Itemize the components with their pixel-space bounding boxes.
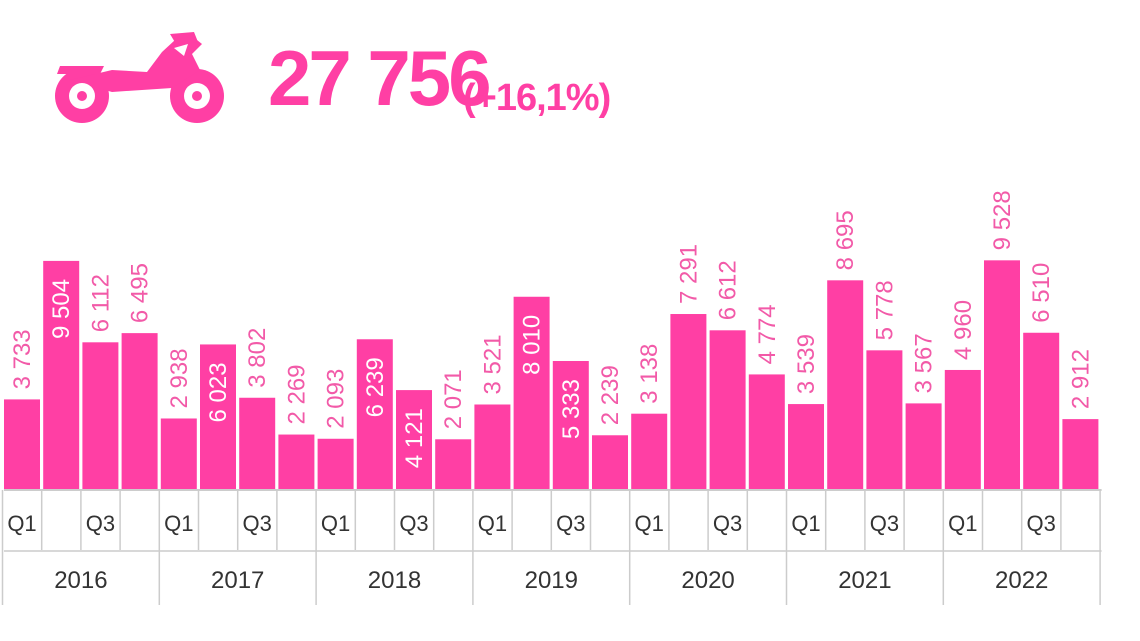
bar-11 xyxy=(435,439,472,489)
headline-change: (+16,1%) xyxy=(463,77,611,119)
bar-21 xyxy=(827,280,864,489)
headline-value: 27 756 xyxy=(268,34,492,122)
bar-label-9: 6 239 xyxy=(362,357,389,417)
bar-label-10: 4 121 xyxy=(401,408,428,468)
quarter-tick-label: Q1 xyxy=(478,511,507,536)
quarter-tick-label: Q1 xyxy=(7,511,36,536)
bar-label-23: 3 567 xyxy=(911,333,938,393)
bar-label-19: 4 774 xyxy=(754,304,781,364)
bar-25 xyxy=(984,260,1020,489)
quarter-tick-label: Q3 xyxy=(399,511,428,536)
bar-label-6: 3 802 xyxy=(244,328,271,388)
x-axis: Q1 Q3 Q1 Q3 Q1 Q3 Q1 Q3 Q1 Q3 Q1 Q3 Q1 Q3 2016 2017 2018… xyxy=(1,489,1102,605)
bar-label-14: 5 333 xyxy=(558,379,585,439)
bar-label-17: 7 291 xyxy=(675,244,702,304)
bar-label-3: 6 495 xyxy=(127,263,154,323)
bar-19 xyxy=(748,374,785,489)
bar-20 xyxy=(788,404,824,489)
bar-12 xyxy=(474,404,511,489)
bar-14 xyxy=(552,361,589,489)
year-label-2017: 2017 xyxy=(211,567,264,594)
bar-5 xyxy=(200,344,236,489)
bar-17 xyxy=(670,314,707,489)
bar-18 xyxy=(709,330,746,489)
bar-2 xyxy=(82,342,119,489)
bar-label-21: 8 695 xyxy=(832,210,859,270)
bar-22 xyxy=(866,350,903,489)
bar-label-8: 2 093 xyxy=(323,369,350,429)
bar-label-13: 8 010 xyxy=(519,315,546,375)
bar-3 xyxy=(121,333,158,489)
bar-label-5: 6 023 xyxy=(205,362,232,422)
bar-16 xyxy=(631,413,668,489)
year-label-2022: 2022 xyxy=(995,567,1048,594)
bar-label-16: 3 138 xyxy=(636,344,663,404)
bar-label-26: 6 510 xyxy=(1028,263,1055,323)
bar-4 xyxy=(160,418,197,489)
year-label-2020: 2020 xyxy=(681,567,734,594)
quarter-tick-label: Q3 xyxy=(556,511,585,536)
bar-label-2: 6 112 xyxy=(87,274,114,332)
bar-label-4: 2 938 xyxy=(166,348,193,408)
bar-8 xyxy=(317,438,354,489)
header: 27 756 (+16,1%) xyxy=(0,0,1140,150)
motorcycle-icon xyxy=(55,32,224,123)
bar-24 xyxy=(944,369,981,489)
bar-label-22: 5 778 xyxy=(871,280,898,340)
bar-label-18: 6 612 xyxy=(715,260,742,320)
bar-label-7: 2 269 xyxy=(283,364,310,424)
bar-10 xyxy=(396,390,432,489)
bar-label-25: 9 528 xyxy=(989,190,1016,250)
bar-label-15: 2 239 xyxy=(597,365,624,425)
quarter-tick-label: Q3 xyxy=(86,511,115,536)
year-label-2019: 2019 xyxy=(525,567,578,594)
bar-9 xyxy=(356,339,393,489)
bar-label-27: 2 912 xyxy=(1067,349,1094,409)
year-label-2018: 2018 xyxy=(368,567,421,594)
bars-group xyxy=(4,260,1099,489)
bar-label-0: 3 733 xyxy=(9,329,36,389)
quarter-tick-label: Q1 xyxy=(321,511,350,536)
bar-label-20: 3 539 xyxy=(793,334,820,394)
year-label-2021: 2021 xyxy=(838,567,891,594)
quarter-tick-label: Q3 xyxy=(1027,511,1056,536)
quarter-tick-label: Q3 xyxy=(713,511,742,536)
quarter-tick-label: Q3 xyxy=(243,511,272,536)
bar-1 xyxy=(43,260,80,489)
year-label-2016: 2016 xyxy=(54,567,107,594)
bar-23 xyxy=(905,403,942,489)
quarter-tick-label: Q1 xyxy=(635,511,664,536)
quarter-tick-label: Q3 xyxy=(870,511,899,536)
quarter-tick-label: Q1 xyxy=(948,511,977,536)
bar-label-11: 2 071 xyxy=(440,369,467,429)
bar-label-12: 3 521 xyxy=(479,334,506,394)
bar-13 xyxy=(513,296,550,489)
bar-7 xyxy=(278,434,315,489)
bar-0 xyxy=(4,399,40,489)
bar-label-1: 9 504 xyxy=(48,279,75,339)
quarter-tick-label: Q1 xyxy=(791,511,820,536)
bar-6 xyxy=(239,397,276,489)
quarter-tick-label: Q1 xyxy=(164,511,193,536)
bar-26 xyxy=(1023,332,1060,489)
bar-27 xyxy=(1062,419,1099,489)
bar-15 xyxy=(592,435,628,489)
bar-labels-group: 3 733 9 504 6 112 6 495 2 938 6 023 3 802 2 269… xyxy=(9,190,1094,468)
bar-label-24: 4 960 xyxy=(950,300,977,360)
